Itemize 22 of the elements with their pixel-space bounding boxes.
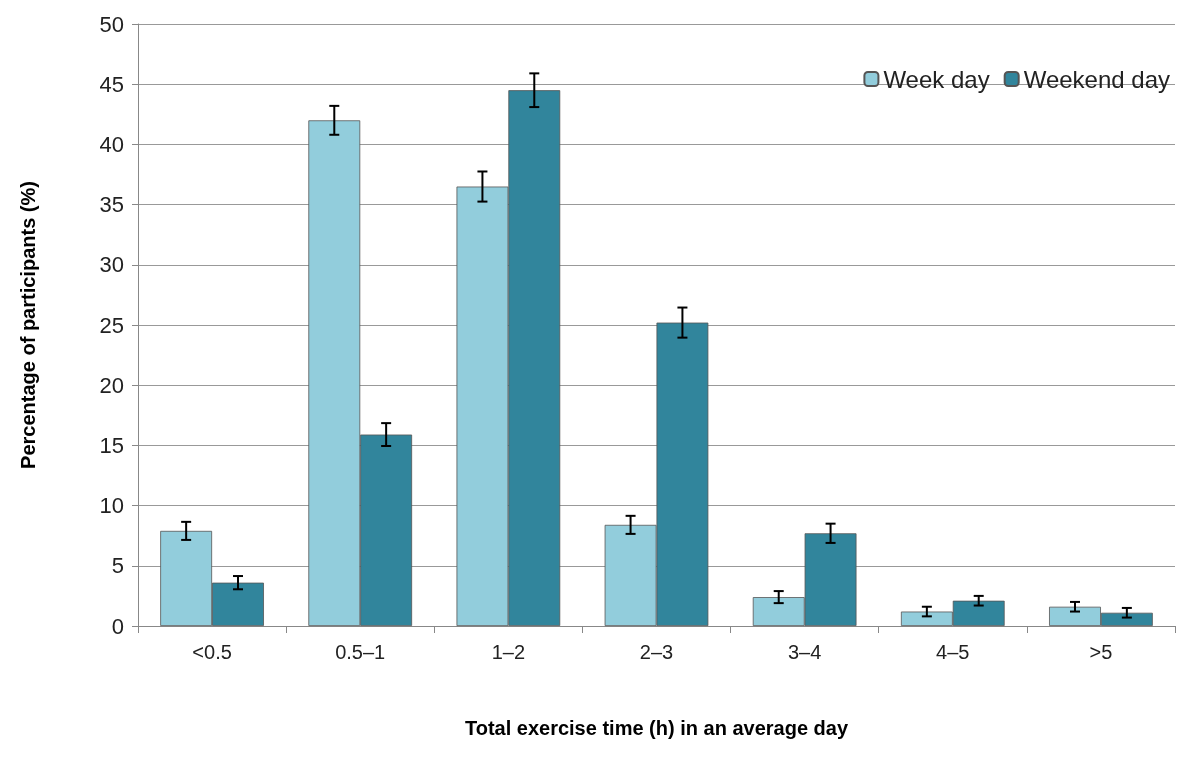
- y-tick-label: 15: [99, 432, 124, 458]
- x-tick-label: 4–5: [936, 641, 970, 663]
- y-tick-label: 10: [99, 493, 124, 519]
- x-tick-label: <0.5: [192, 641, 232, 663]
- y-tick-label: 25: [99, 312, 124, 338]
- x-tick-label: 3–4: [787, 641, 822, 663]
- y-axis-title: Percentage of participants (%): [17, 181, 39, 469]
- legend-label: Week day: [883, 65, 990, 93]
- x-tick-label: >5: [1089, 641, 1113, 663]
- y-tick-label: 30: [99, 252, 124, 278]
- x-tick-label: 2–3: [639, 641, 674, 663]
- x-axis-title: Total exercise time (h) in an average day: [464, 717, 849, 739]
- y-tick-label: 0: [111, 613, 124, 639]
- y-tick-label: 5: [111, 553, 124, 579]
- x-tick-label: 1–2: [491, 641, 526, 663]
- y-tick-label: 45: [99, 71, 124, 97]
- x-tick-label: 0.5–1: [335, 641, 386, 663]
- y-tick-label: 40: [99, 131, 124, 157]
- legend-label: Weekend day: [1023, 65, 1171, 93]
- y-tick-label: 20: [99, 372, 124, 398]
- y-tick-label: 35: [99, 192, 124, 218]
- y-tick-label: 50: [99, 11, 124, 37]
